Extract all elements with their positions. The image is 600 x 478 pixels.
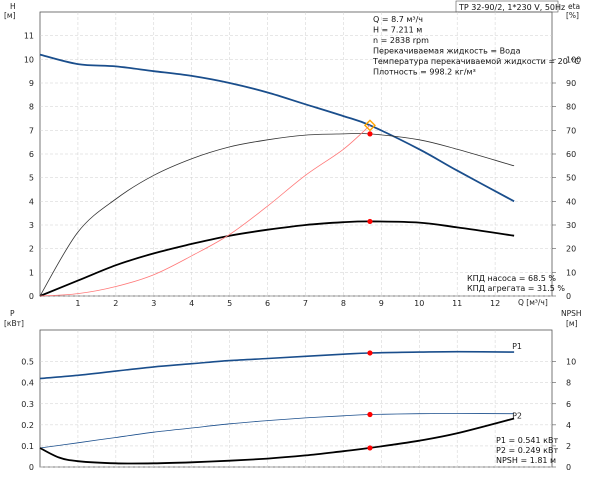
y-left-tick-label: 0.5	[21, 358, 34, 367]
plot-frame-lower	[39, 329, 553, 468]
y-left-tick-label: 6	[29, 150, 34, 159]
series-label-P2: P2	[512, 412, 522, 421]
y-left-tick-label: 2	[29, 245, 34, 254]
x-tick-label: 8	[341, 299, 346, 308]
y-left-tick-label: 3	[29, 221, 34, 230]
lower-series-line-1	[39, 413, 515, 449]
power-info-line: P1 = 0.541 кВт	[496, 436, 558, 445]
y-left-tick-label: 7	[29, 126, 34, 135]
y-right-tick-label: 2	[566, 442, 571, 451]
upper-x-label: Q [м³/ч]	[518, 298, 548, 307]
efficiency-info-line: КПД агрегата = 31.5 %	[467, 284, 565, 293]
x-tick-label: 4	[189, 299, 194, 308]
operating-point-line: Плотность = 998.2 кг/м³	[373, 68, 476, 77]
x-tick-label: 9	[379, 299, 384, 308]
lower-point-marker-0	[367, 350, 373, 356]
y-right-tick-label: 4	[566, 421, 571, 430]
x-tick-label: 1	[75, 299, 80, 308]
y-left-tick-label: 10	[24, 55, 34, 64]
lower-series-line-2	[39, 417, 515, 465]
y-right-tick-label: 6	[566, 400, 571, 409]
operating-point-line: Q = 8.7 м³/ч	[373, 15, 423, 24]
y-right-tick-label: 20	[566, 245, 576, 254]
y-left-tick-label: 0.1	[21, 442, 34, 451]
y-left-tick-label: 11	[24, 32, 34, 41]
y-left-tick-label: 8	[29, 103, 34, 112]
lower-y-left-unit: [кВт]	[4, 319, 24, 328]
y-right-tick-label: 8	[566, 379, 571, 388]
x-tick-label: 3	[151, 299, 156, 308]
lower-y-right-unit: [м]	[566, 319, 578, 328]
operating-point-line: n = 2838 rpm	[373, 36, 429, 45]
operating-point-line: Перекачиваемая жидкость = Вода	[373, 47, 521, 56]
y-left-tick-label: 5	[29, 174, 34, 183]
power-info-line: P2 = 0.249 кВт	[496, 446, 558, 455]
y-left-tick-label: 1	[29, 268, 34, 277]
title-text: TP 32-90/2, 1*230 V, 50Hz	[458, 3, 565, 12]
lower-point-marker-2	[367, 445, 373, 451]
y-left-tick-label: 9	[29, 79, 34, 88]
lower-y-left-label: P	[10, 309, 15, 318]
y-right-tick-label: 100	[566, 55, 581, 64]
y-right-tick-label: 50	[566, 174, 576, 183]
lower-point-marker-1	[367, 411, 373, 418]
y-left-tick-label: 4	[29, 197, 34, 206]
upper-series-line-2	[39, 220, 515, 297]
y-right-tick-label: 70	[566, 126, 576, 135]
y-right-tick-label: 60	[566, 150, 576, 159]
y-right-tick-label: 0	[566, 292, 571, 301]
x-tick-label: 6	[265, 299, 270, 308]
y-left-tick-label: 0	[29, 463, 34, 472]
y-right-tick-label: 10	[566, 268, 576, 277]
y-left-tick-label: 0	[29, 292, 34, 301]
y-right-tick-label: 80	[566, 103, 576, 112]
lower-series-line-0	[39, 350, 515, 380]
upper-series-line-3	[39, 125, 371, 297]
x-tick-label: 7	[303, 299, 308, 308]
operating-point-line: H = 7.211 м	[373, 26, 422, 35]
upper-y-left-unit: [м]	[4, 11, 16, 20]
x-tick-label: 2	[113, 299, 118, 308]
series-label-P1: P1	[512, 342, 522, 351]
y-right-tick-label: 90	[566, 79, 576, 88]
upper-y-left-label: H	[10, 2, 16, 11]
efficiency-info-line: КПД насоса = 68.5 %	[467, 274, 556, 283]
y-right-tick-label: 40	[566, 197, 576, 206]
upper-y-right-label: eta	[568, 2, 580, 11]
x-tick-label: 12	[490, 299, 500, 308]
y-right-tick-label: 30	[566, 221, 576, 230]
upper-series-line-0	[39, 53, 515, 203]
x-tick-label: 10	[414, 299, 424, 308]
operating-point-line: Температура перекачиваемой жидкости = 20…	[372, 57, 580, 66]
x-tick-label: 5	[227, 299, 232, 308]
duty-point-marker	[363, 119, 376, 132]
lower-y-right-label: NPSH	[561, 309, 582, 318]
y-right-tick-label: 10	[566, 358, 576, 367]
upper-series-line-1	[39, 133, 515, 297]
x-tick-label: 11	[452, 299, 462, 308]
y-left-tick-label: 0.3	[21, 400, 34, 409]
y-right-tick-label: 0	[566, 463, 571, 472]
power-info-line: NPSH = 1.81 м	[496, 456, 556, 465]
upper-point-marker-1	[367, 218, 373, 225]
upper-point-marker-0	[367, 131, 373, 137]
upper-y-right-unit: [%]	[566, 11, 579, 20]
y-left-tick-label: 0.4	[21, 379, 34, 388]
y-left-tick-label: 0.2	[21, 421, 34, 430]
